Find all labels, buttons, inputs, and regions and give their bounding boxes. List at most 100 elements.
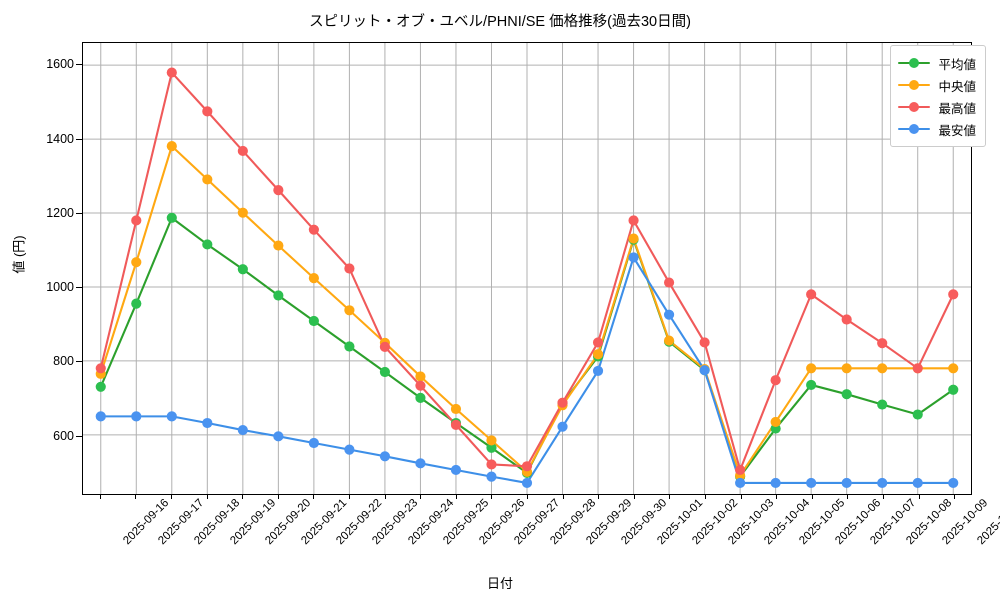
data-point — [308, 437, 319, 449]
legend-swatch-icon — [898, 122, 931, 136]
data-point — [237, 264, 248, 275]
x-tick-mark — [527, 495, 528, 499]
x-tick-mark — [491, 495, 493, 499]
data-point — [415, 380, 426, 391]
x-tick-mark — [811, 495, 813, 499]
legend-item[interactable]: 最安値 — [898, 118, 976, 140]
x-tick-mark — [918, 495, 920, 499]
y-tick-mark — [76, 435, 82, 437]
data-point — [450, 403, 462, 415]
data-point — [948, 363, 959, 374]
legend-label: 平均値 — [938, 57, 976, 72]
data-point — [273, 185, 284, 196]
data-point — [663, 277, 675, 288]
data-point — [699, 365, 710, 376]
x-tick-mark — [847, 495, 849, 499]
data-point — [95, 363, 106, 374]
x-tick-mark — [776, 495, 778, 499]
y-axis-tick-labels: 600 800 1000 1200 1400 1600 — [26, 42, 74, 495]
data-point — [308, 315, 319, 327]
data-point — [166, 67, 177, 78]
data-point — [131, 257, 142, 268]
data-point — [308, 273, 319, 284]
data-point — [95, 381, 106, 392]
data-point — [877, 477, 888, 488]
legend-swatch-icon — [898, 56, 931, 70]
y-tick-mark — [76, 212, 82, 214]
x-tick-mark — [883, 495, 884, 499]
legend-item[interactable]: 最高値 — [898, 96, 976, 118]
x-tick-mark — [705, 495, 706, 499]
legend-label: 中央値 — [938, 79, 976, 94]
y-tick-mark — [76, 138, 82, 140]
legend-item[interactable]: 平均値 — [898, 52, 976, 74]
x-tick-mark — [420, 495, 422, 499]
chart-legend: 平均値中央値最高値最安値 — [890, 45, 986, 147]
data-point — [486, 442, 497, 453]
data-point — [202, 417, 213, 429]
y-tick-mark — [76, 361, 82, 363]
data-point — [166, 212, 177, 223]
data-point — [202, 174, 213, 185]
data-point — [877, 399, 888, 410]
legend-label: 最安値 — [938, 123, 976, 138]
x-tick-mark — [455, 495, 457, 499]
data-point — [841, 314, 852, 325]
data-point — [628, 215, 639, 226]
y-tick-mark — [76, 287, 82, 289]
data-point — [379, 451, 391, 462]
data-point — [273, 240, 284, 251]
series-plot — [95, 67, 959, 488]
legend-item[interactable]: 中央値 — [898, 74, 976, 96]
data-point — [131, 298, 142, 309]
data-point — [521, 477, 533, 488]
y-tick-label: 600 — [53, 428, 74, 443]
data-point — [592, 349, 604, 360]
data-point — [486, 459, 497, 470]
series-line — [99, 256, 955, 484]
data-point — [344, 444, 355, 455]
x-tick-mark — [171, 495, 172, 499]
data-point — [770, 416, 781, 427]
legend-swatch-icon — [898, 100, 931, 114]
data-point — [202, 106, 213, 117]
data-point — [592, 337, 604, 348]
data-point — [131, 411, 142, 422]
data-point — [450, 419, 462, 430]
plot-area — [82, 42, 972, 495]
x-tick-mark — [562, 495, 564, 499]
data-point — [450, 464, 462, 476]
data-point — [166, 141, 177, 152]
data-point — [308, 224, 319, 235]
x-tick-mark — [277, 495, 279, 499]
data-point — [344, 341, 355, 352]
x-tick-mark — [384, 495, 386, 499]
y-tick-label: 1000 — [46, 280, 74, 295]
data-point — [237, 424, 248, 436]
data-point — [663, 309, 675, 320]
series-line — [99, 145, 955, 477]
data-point — [806, 477, 817, 488]
data-point — [95, 411, 106, 422]
x-tick-mark — [598, 495, 600, 499]
data-point — [699, 337, 710, 348]
data-point — [806, 379, 817, 391]
y-tick-mark — [76, 64, 82, 66]
data-point — [273, 431, 284, 442]
data-point — [628, 252, 639, 263]
data-point — [486, 471, 497, 482]
data-point — [841, 477, 852, 488]
y-tick-label: 1400 — [46, 131, 74, 146]
x-tick-mark — [242, 495, 244, 499]
x-tick-mark — [206, 495, 208, 499]
data-point — [237, 207, 248, 218]
data-point — [344, 263, 355, 274]
chart-title: スピリット・オブ・ユベル/PHNI/SE 価格推移(過去30日間) — [309, 14, 691, 30]
data-point — [592, 365, 604, 376]
legend-label: 最高値 — [938, 101, 976, 116]
data-point — [770, 375, 781, 386]
data-point — [628, 233, 639, 244]
legend-swatch-icon — [898, 78, 931, 92]
x-axis-tick-labels: 2025-09-16 2025-09-17 2025-09-18 2025-09-19… — [82, 497, 1000, 567]
